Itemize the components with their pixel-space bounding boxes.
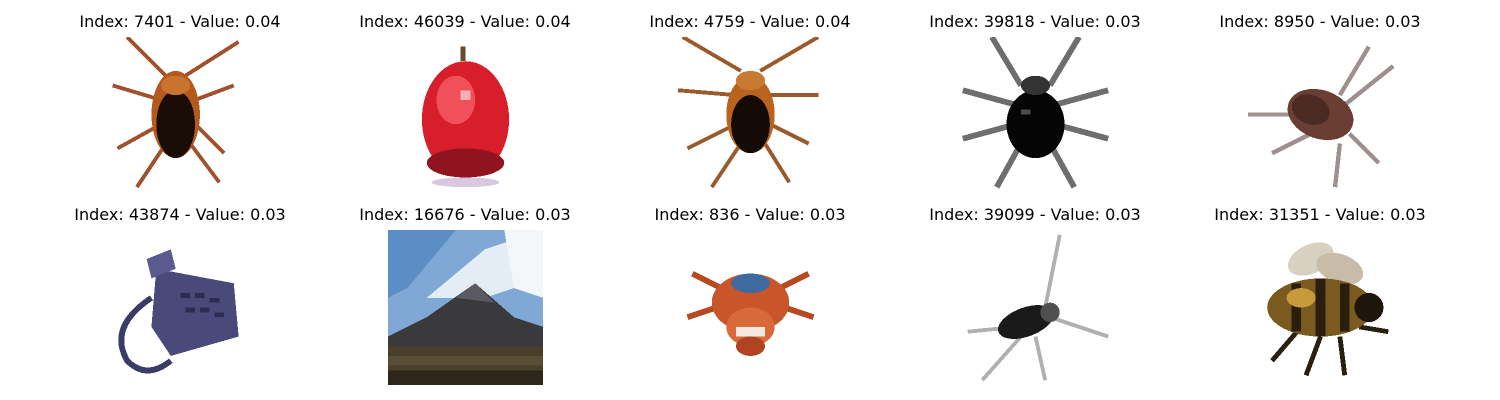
- image-panel: Index: 8950 - Value: 0.03: [1170, 0, 1470, 192]
- image-panel: Index: 836 - Value: 0.03: [600, 193, 900, 385]
- image-panel: Index: 7401 - Value: 0.04: [30, 0, 330, 192]
- panel-title: Index: 39818 - Value: 0.03: [929, 12, 1141, 31]
- cockroach-image: [673, 37, 828, 192]
- panel-title: Index: 43874 - Value: 0.03: [74, 205, 286, 224]
- panel-title: Index: 31351 - Value: 0.03: [1214, 205, 1426, 224]
- red-apple-image: [388, 37, 543, 192]
- score-value: 0.04: [814, 12, 851, 31]
- index-value: 39818: [983, 12, 1035, 31]
- score-value: 0.04: [244, 12, 281, 31]
- index-value: 31351: [1268, 205, 1320, 224]
- panel-title: Index: 4759 - Value: 0.04: [649, 12, 851, 31]
- cockroach-image: [103, 37, 258, 192]
- score-value: 0.03: [535, 205, 571, 224]
- panel-title: Index: 8950 - Value: 0.03: [1219, 12, 1421, 31]
- cockroach-image: [1243, 37, 1398, 192]
- index-value: 16676: [413, 205, 465, 224]
- score-value: 0.04: [535, 12, 571, 31]
- telephone-image: [103, 230, 258, 385]
- panel-title: Index: 836 - Value: 0.03: [654, 205, 846, 224]
- image-panel: Index: 31351 - Value: 0.03: [1170, 193, 1470, 385]
- image-panel: Index: 39818 - Value: 0.03: [885, 0, 1185, 192]
- crab-image: [673, 230, 828, 385]
- image-panel: Index: 39099 - Value: 0.03: [885, 193, 1185, 385]
- panel-title: Index: 16676 - Value: 0.03: [359, 205, 571, 224]
- panel-title: Index: 39099 - Value: 0.03: [929, 205, 1141, 224]
- panel-title: Index: 46039 - Value: 0.04: [359, 12, 571, 31]
- index-value: 836: [709, 205, 740, 224]
- score-value: 0.03: [1390, 205, 1426, 224]
- score-value: 0.03: [1384, 12, 1421, 31]
- black-beetle-image: [958, 37, 1113, 192]
- image-panel: Index: 43874 - Value: 0.03: [30, 193, 330, 385]
- score-value: 0.03: [1105, 12, 1141, 31]
- cockroach-image: [958, 230, 1113, 385]
- image-panel: Index: 4759 - Value: 0.04: [600, 0, 900, 192]
- score-value: 0.03: [809, 205, 846, 224]
- index-value: 4759: [703, 12, 745, 31]
- index-value: 8950: [1273, 12, 1315, 31]
- bee-image: [1243, 230, 1398, 385]
- score-value: 0.03: [250, 205, 286, 224]
- index-value: 43874: [128, 205, 180, 224]
- image-panel: Index: 16676 - Value: 0.03: [315, 193, 615, 385]
- image-panel: Index: 46039 - Value: 0.04: [315, 0, 615, 192]
- index-value: 46039: [413, 12, 465, 31]
- mountain-sky-image: [388, 230, 543, 385]
- index-value: 39099: [983, 205, 1035, 224]
- index-value: 7401: [133, 12, 175, 31]
- panel-title: Index: 7401 - Value: 0.04: [79, 12, 281, 31]
- score-value: 0.03: [1105, 205, 1141, 224]
